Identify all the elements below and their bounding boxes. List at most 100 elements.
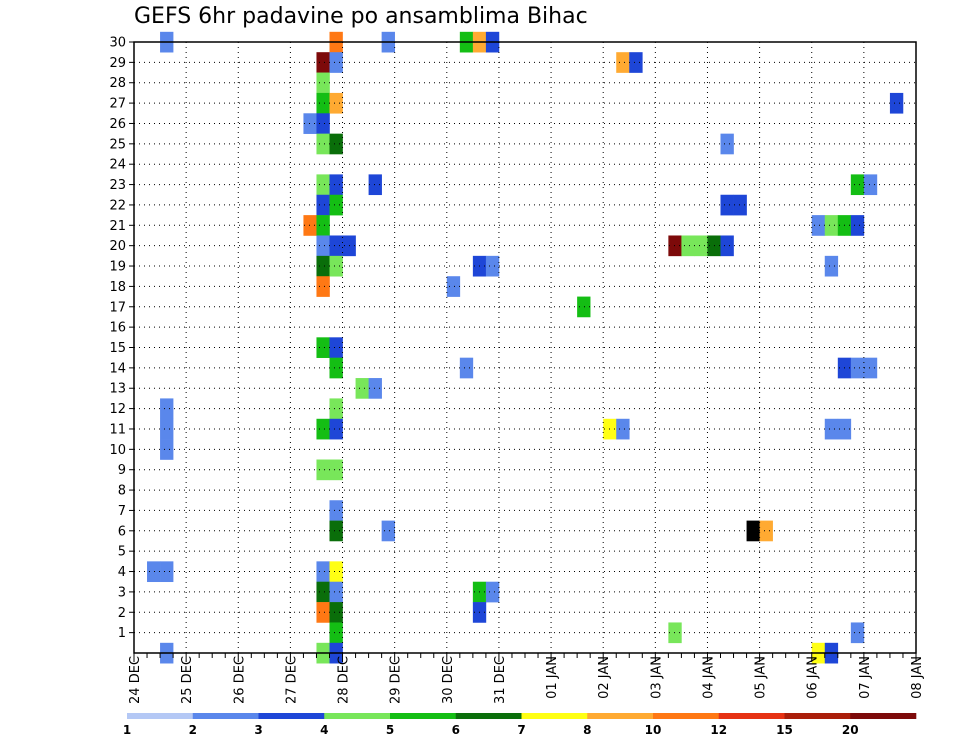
heatmap-cell — [850, 174, 865, 196]
legend-swatch — [587, 713, 654, 719]
cells-layer — [147, 31, 904, 664]
x-tick-label: 25 DEC — [180, 656, 195, 704]
heatmap-cell — [316, 561, 330, 583]
heatmap-cell — [329, 92, 343, 114]
legend-swatch — [784, 713, 851, 719]
y-tick-label: 10 — [109, 443, 126, 458]
heatmap-cell — [329, 581, 343, 603]
y-tick-label: 28 — [109, 76, 126, 91]
heatmap-cell — [160, 439, 174, 460]
heatmap-cell — [329, 174, 343, 196]
legend-swatch — [390, 713, 457, 719]
heatmap-cell — [746, 520, 760, 542]
y-tick-label: 20 — [109, 239, 126, 254]
heatmap-cell — [329, 602, 343, 623]
legend-swatch — [192, 713, 259, 719]
legend-swatch — [455, 713, 522, 719]
heatmap-cell — [681, 235, 695, 257]
legend-label: 5 — [386, 723, 394, 737]
heatmap-cell — [824, 215, 839, 236]
heatmap-cell — [316, 215, 330, 236]
heatmap-cell — [850, 357, 865, 379]
heatmap-cell — [811, 215, 826, 236]
heatmap-cell — [316, 602, 330, 623]
legend-label: 7 — [517, 723, 525, 737]
heatmap-cell — [160, 561, 174, 583]
heatmap-cell — [485, 581, 500, 603]
heatmap-cell — [368, 174, 382, 196]
heatmap-cell — [160, 398, 174, 420]
y-tick-label: 17 — [109, 300, 126, 315]
heatmap-cell — [303, 215, 317, 236]
legend-label: 15 — [776, 723, 793, 737]
x-axis: 24 DEC 25 DEC 26 DEC 27 DEC 28 DEC 29 DEC 30 D… — [128, 653, 925, 704]
heatmap-cell — [863, 174, 878, 196]
y-tick-label: 7 — [118, 504, 126, 519]
legend-label: 1 — [123, 723, 131, 737]
heatmap-cell — [329, 520, 343, 542]
heatmap-cell — [446, 276, 461, 297]
legend-swatch — [850, 713, 917, 719]
y-tick-label: 11 — [109, 422, 126, 437]
y-tick-label: 29 — [109, 56, 126, 71]
heatmap-cell — [863, 357, 878, 379]
y-tick-label: 18 — [109, 280, 126, 295]
heatmap-cell — [329, 418, 343, 440]
heatmap-cell — [577, 296, 591, 318]
heatmap-cell — [329, 255, 343, 277]
heatmap-cell — [329, 459, 343, 481]
heatmap-cell — [316, 72, 330, 94]
heatmap-cell — [160, 418, 174, 440]
legend-label: 20 — [842, 723, 859, 737]
y-tick-label: 1 — [118, 626, 126, 641]
heatmap-cell — [616, 418, 630, 440]
heatmap-cell — [329, 357, 343, 379]
heatmap-cell — [824, 418, 839, 440]
y-tick-label: 4 — [118, 565, 126, 580]
y-tick-label: 14 — [109, 361, 126, 376]
x-tick-label: 05 JAN — [754, 656, 769, 699]
grid-layer — [134, 41, 916, 653]
heatmap-cell — [668, 622, 682, 644]
heatmap-cell — [303, 113, 317, 134]
y-tick-label: 13 — [109, 382, 126, 397]
x-tick-label: 28 DEC — [337, 656, 352, 704]
y-tick-label: 5 — [118, 545, 126, 560]
heatmap-cell — [733, 194, 747, 216]
heatmap-cell — [720, 194, 734, 216]
heatmap-cell — [316, 235, 330, 257]
heatmap-cell — [316, 459, 330, 481]
heatmap-cell — [759, 520, 773, 542]
x-tick-label: 31 DEC — [493, 656, 508, 704]
legend-label: 3 — [254, 723, 262, 737]
y-tick-label: 6 — [118, 524, 126, 539]
heatmap-cell — [329, 235, 343, 257]
y-tick-label: 19 — [109, 260, 126, 275]
x-tick-label: 01 JAN — [545, 656, 560, 699]
heatmap-cell — [629, 52, 643, 73]
heatmap-cell — [316, 174, 330, 196]
x-tick-label: 06 JAN — [806, 656, 821, 699]
legend-label: 8 — [583, 723, 591, 737]
y-tick-label: 22 — [109, 198, 126, 213]
x-tick-label: 24 DEC — [128, 656, 143, 704]
x-tick-label: 26 DEC — [232, 656, 247, 704]
legend-swatch — [521, 713, 588, 719]
y-tick-label: 3 — [118, 585, 126, 600]
heatmap-cell — [329, 622, 343, 644]
heatmap-cell — [459, 357, 474, 379]
y-tick-label: 8 — [118, 484, 126, 499]
y-tick-label: 27 — [109, 97, 126, 112]
y-tick-label: 16 — [109, 321, 126, 336]
heatmap-cell — [616, 52, 630, 73]
heatmap-cell — [329, 398, 343, 420]
heatmap-cell — [329, 194, 343, 216]
heatmap-cell — [850, 215, 865, 236]
heatmap-cell — [316, 194, 330, 216]
heatmap-cell — [316, 337, 330, 358]
heatmap-cell — [368, 378, 382, 399]
x-tick-label: 03 JAN — [649, 656, 664, 699]
y-tick-label: 15 — [109, 341, 126, 356]
x-tick-label: 08 JAN — [910, 656, 925, 699]
